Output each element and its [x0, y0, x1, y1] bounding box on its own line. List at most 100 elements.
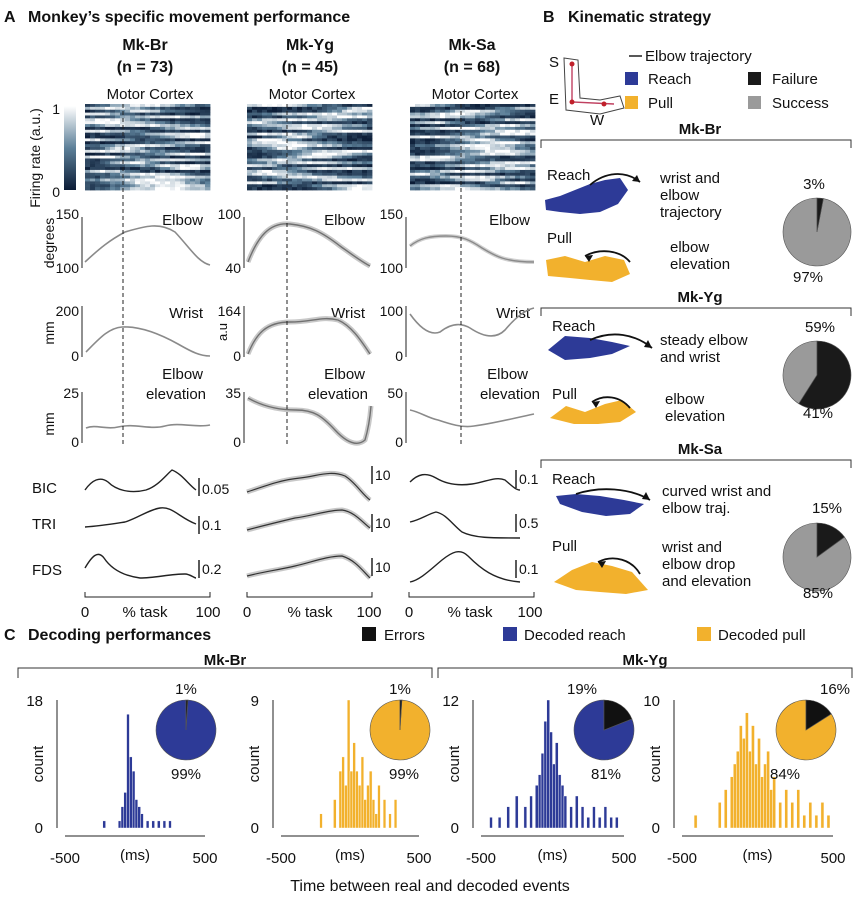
heatmap-cell — [435, 141, 441, 145]
heatmap-cell — [505, 175, 511, 179]
heatmap-cell — [505, 164, 511, 168]
heatmap-cell — [337, 109, 343, 113]
heatmap-cell — [317, 178, 323, 182]
elbow-bottom-tick: 100 — [56, 260, 80, 276]
heatmap-cell — [205, 152, 211, 156]
heatmap-cell — [460, 161, 466, 165]
heatmap-cell — [430, 118, 436, 122]
heatmap-cell — [145, 167, 151, 171]
heatmap-cell — [105, 187, 111, 191]
heatmap-cell — [292, 109, 298, 113]
heatmap-cell — [190, 138, 196, 142]
heatmap-cell — [337, 135, 343, 139]
heatmap-cell — [277, 149, 283, 154]
histogram-bar — [586, 817, 590, 829]
heatmap-cell — [165, 132, 171, 136]
histogram-bar — [784, 789, 788, 829]
heatmap-cell — [140, 144, 146, 148]
heatmap-cell — [287, 169, 293, 174]
heatmap-cell — [200, 112, 206, 116]
heatmap-cell — [160, 109, 166, 113]
heatmap-cell — [317, 121, 323, 125]
wrist-joint-label: W — [590, 112, 605, 129]
heatmap-cell — [200, 104, 206, 108]
heatmap-cell — [420, 178, 426, 182]
heatmap-cell — [205, 104, 211, 108]
heatmap-cell — [165, 135, 171, 139]
heatmap-cell — [425, 149, 431, 154]
elev-top-tick: 25 — [63, 385, 79, 401]
success-legend-swatch — [748, 96, 761, 109]
heatmap-cell — [125, 187, 131, 191]
histogram-bar — [826, 815, 831, 829]
heatmap-cell — [530, 158, 536, 162]
heatmap-cell — [317, 167, 323, 171]
heatmap-cell — [495, 147, 501, 151]
heatmap-cell — [267, 164, 273, 168]
heatmap-cell — [317, 155, 323, 159]
heatmap-cell — [115, 187, 121, 191]
heatmap-cell — [100, 141, 106, 145]
mk-br-n: (n = 73) — [117, 59, 173, 76]
heatmap-cell — [287, 172, 293, 177]
heatmap-cell — [180, 135, 186, 139]
heatmap-cell — [425, 178, 431, 182]
heatmap-cell — [190, 184, 196, 188]
heatmap-cell — [415, 178, 421, 182]
heatmap-cell — [312, 118, 318, 122]
heatmap-cell — [347, 187, 353, 191]
error-slice — [399, 699, 403, 731]
heatmap-cell — [470, 167, 476, 171]
heatmap-cell — [485, 147, 491, 151]
heatmap-cell — [505, 149, 511, 154]
heatmap-cell — [252, 126, 258, 131]
histogram-bar — [162, 820, 166, 829]
heatmap-cell — [485, 115, 491, 119]
heatmap-cell — [247, 184, 253, 188]
heatmap-cell — [332, 144, 338, 148]
heatmap-cell — [185, 178, 191, 182]
heatmap-cell — [500, 124, 506, 128]
heatmap-cell — [525, 132, 531, 136]
error-slice — [185, 699, 189, 731]
heatmap-cell — [520, 161, 526, 165]
heatmap-cell — [420, 121, 426, 125]
heatmap-cell — [505, 178, 511, 182]
heatmap-cell — [425, 158, 431, 162]
heatmap-cell — [435, 135, 441, 139]
heatmap-cell — [525, 121, 531, 125]
heatmap-cell — [415, 187, 421, 191]
heatmap-cell — [510, 106, 516, 111]
heatmap-cell — [510, 144, 516, 148]
heatmap-cell — [455, 155, 461, 159]
heatmap-cell — [455, 147, 461, 151]
heatmap-cell — [297, 109, 303, 113]
heatmap-cell — [525, 184, 531, 188]
heatmap-cell — [185, 175, 191, 179]
heatmap-cell — [272, 106, 278, 111]
heatmap-cell — [495, 129, 501, 134]
heatmap-cell — [292, 112, 298, 116]
heatmap-cell — [465, 135, 471, 139]
heatmap-cell — [490, 175, 496, 179]
heatmap-cell — [120, 144, 126, 148]
heatmap-cell — [520, 187, 526, 191]
heatmap-cell — [110, 144, 116, 148]
heatmap-cell — [312, 132, 318, 136]
heatmap-cell — [322, 172, 328, 177]
heatmap-cell — [430, 124, 436, 128]
heatmap-cell — [495, 132, 501, 136]
heatmap-cell — [430, 138, 436, 142]
heatmap-cell — [130, 135, 136, 139]
heatmap-cell — [180, 126, 186, 131]
error-pct-label: 16% — [820, 681, 850, 698]
heatmap-cell — [312, 135, 318, 139]
heatmap-cell — [100, 178, 106, 182]
emg-tri-trace — [84, 507, 197, 528]
heatmap-cell — [195, 129, 201, 134]
heatmap-cell — [115, 112, 121, 116]
arrowhead — [592, 401, 600, 408]
heatmap-cell — [272, 144, 278, 148]
heatmap-cell — [195, 161, 201, 165]
heatmap-cell — [465, 126, 471, 131]
